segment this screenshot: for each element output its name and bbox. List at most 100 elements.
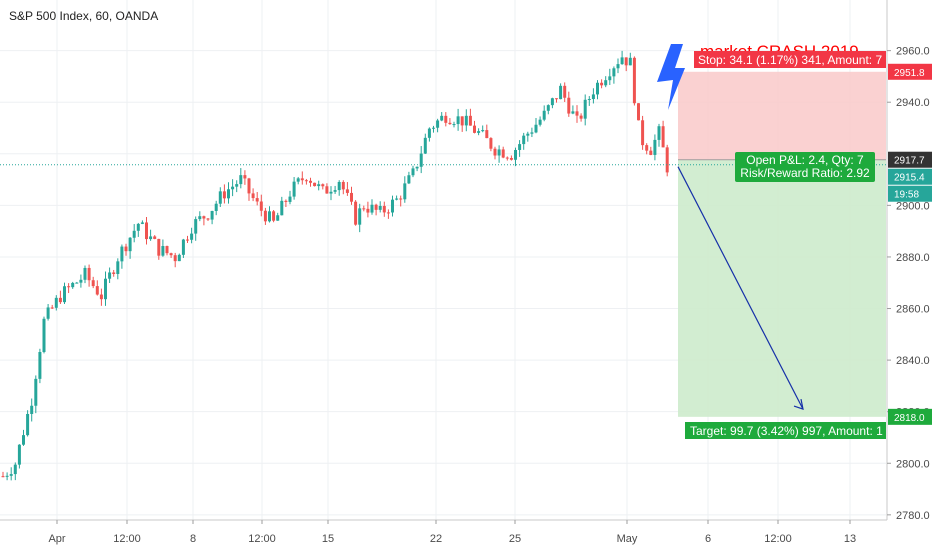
candle-body bbox=[477, 131, 481, 133]
pnl-box[interactable] bbox=[735, 152, 875, 182]
candle-body bbox=[243, 175, 247, 179]
x-tick-label: 12:00 bbox=[248, 533, 276, 545]
stop-price-tag: 2951.8 bbox=[894, 68, 925, 79]
target-price-tag: 2818.0 bbox=[894, 413, 925, 424]
current-price-tag-bg[interactable] bbox=[888, 151, 932, 168]
stop-price-tag-bg[interactable] bbox=[888, 63, 932, 80]
candle-body bbox=[645, 145, 649, 151]
candle-body bbox=[26, 413, 30, 436]
candle-body bbox=[432, 127, 435, 129]
target-price-tag-bg[interactable] bbox=[888, 408, 932, 425]
candle-body bbox=[169, 253, 173, 256]
target-zone[interactable] bbox=[678, 159, 886, 417]
candle-body bbox=[63, 286, 66, 303]
x-tick-label: 25 bbox=[509, 533, 521, 545]
target-label: Target: 99.7 (3.42%) 997, Amount: 1 bbox=[690, 424, 883, 438]
candle-body bbox=[288, 196, 292, 202]
position-zones[interactable] bbox=[678, 71, 886, 417]
candle-body bbox=[259, 201, 263, 211]
candle-body bbox=[485, 130, 489, 139]
candle-body bbox=[95, 286, 99, 295]
candle-body bbox=[571, 111, 575, 114]
y-axis[interactable]: 2960.02940.02900.02880.02860.02840.02820… bbox=[886, 0, 932, 522]
candle-body bbox=[452, 124, 456, 126]
candle-body bbox=[321, 184, 325, 187]
x-tick-label: 12:00 bbox=[764, 533, 792, 545]
candle-body bbox=[296, 178, 300, 182]
current-price-tag: 2917.7 bbox=[894, 156, 925, 167]
candle-body bbox=[604, 80, 608, 86]
candle-body bbox=[337, 181, 341, 191]
candle-body bbox=[575, 111, 579, 116]
x-tick-label: 8 bbox=[190, 533, 196, 545]
candle-body bbox=[653, 139, 657, 155]
candle-body bbox=[374, 204, 378, 210]
candle-body bbox=[34, 378, 38, 406]
candle-body bbox=[71, 282, 75, 288]
countdown-tag: 19:58 bbox=[894, 190, 919, 201]
candle-body bbox=[534, 124, 538, 133]
candle-body bbox=[505, 157, 509, 159]
candle-body bbox=[362, 208, 366, 210]
candle-body bbox=[79, 279, 83, 283]
candle-body bbox=[67, 286, 71, 288]
candle-body bbox=[136, 223, 140, 231]
candle-body bbox=[583, 99, 587, 119]
candle-body bbox=[13, 464, 17, 475]
candle-body bbox=[325, 186, 329, 194]
candle-body bbox=[132, 230, 136, 238]
candle-body bbox=[304, 180, 308, 182]
candle-body bbox=[395, 198, 399, 200]
y-tick-label: 2880.0 bbox=[896, 252, 930, 264]
candle-body bbox=[17, 444, 21, 465]
candle-body bbox=[665, 147, 669, 173]
candle-body bbox=[649, 150, 653, 155]
target-label-box[interactable] bbox=[685, 422, 886, 439]
x-tick-label: 6 bbox=[705, 533, 711, 545]
y-tick-label: 2900.0 bbox=[896, 200, 930, 212]
candle-body bbox=[235, 184, 239, 187]
candle-body bbox=[276, 215, 280, 221]
stop-label-box[interactable] bbox=[694, 51, 886, 68]
x-tick-label: 12:00 bbox=[113, 533, 141, 545]
candle-body bbox=[173, 255, 177, 262]
candle-body bbox=[104, 278, 107, 300]
candle-body bbox=[444, 115, 448, 123]
candle-body bbox=[427, 128, 431, 138]
candle-body bbox=[198, 216, 202, 220]
candle-body bbox=[440, 115, 444, 121]
candle-body bbox=[284, 200, 288, 202]
bid-price-tag-bg[interactable] bbox=[888, 168, 932, 185]
stop-zone[interactable] bbox=[678, 71, 886, 160]
candle-body bbox=[206, 218, 210, 220]
candle-body bbox=[624, 57, 628, 66]
candle-body bbox=[149, 236, 153, 240]
candle-body bbox=[538, 119, 542, 125]
x-axis[interactable]: Apr 12:00 8 12:00 15 22 25 May 6 12:00 13 bbox=[0, 519, 887, 545]
candle-body bbox=[222, 191, 226, 199]
candle-body bbox=[542, 110, 546, 120]
candle-body bbox=[280, 200, 284, 216]
candle-body bbox=[5, 475, 9, 477]
candle-body bbox=[473, 125, 476, 133]
candle-body bbox=[596, 82, 599, 95]
candle-body bbox=[309, 180, 312, 183]
candle-body bbox=[112, 272, 116, 274]
x-tick-label: 13 bbox=[844, 533, 856, 545]
countdown-tag-bg[interactable] bbox=[888, 185, 932, 202]
candle-body bbox=[333, 190, 337, 192]
candle-body bbox=[501, 149, 505, 158]
candle-body bbox=[608, 76, 612, 81]
candle-body bbox=[550, 98, 554, 106]
x-tick-label: 22 bbox=[430, 533, 442, 545]
candle-body bbox=[600, 82, 604, 86]
lightning-icon bbox=[657, 44, 685, 110]
candle-body bbox=[350, 192, 353, 202]
x-tick-label: May bbox=[617, 533, 638, 545]
candle-body bbox=[657, 126, 661, 140]
candle-body bbox=[153, 236, 157, 239]
candle-body bbox=[214, 203, 218, 211]
candle-body bbox=[591, 94, 595, 100]
candle-body bbox=[481, 130, 485, 132]
